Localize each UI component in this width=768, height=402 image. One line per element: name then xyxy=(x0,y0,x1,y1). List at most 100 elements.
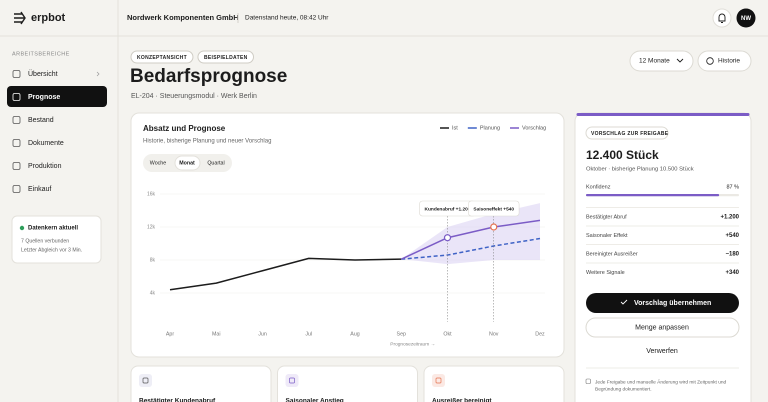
insight-cards: Bestätigter Kundenabruf Saisonaler Anstie… xyxy=(130,365,565,402)
check-icon xyxy=(620,299,628,305)
avatar-initials: NW xyxy=(741,16,751,22)
period-label: 12 Monate xyxy=(639,58,670,65)
status-line: 7 Quellen verbunden xyxy=(21,238,69,244)
row-value: +1.200 xyxy=(720,215,739,221)
status-line: Letzter Abgleich vor 3 Min. xyxy=(21,247,82,253)
row-label: Saisonaler Effekt xyxy=(586,233,628,239)
info-icon xyxy=(585,378,591,384)
insight-card xyxy=(423,365,565,402)
tab[interactable]: Monat xyxy=(179,160,195,166)
row-label: Bereinigter Ausreißer xyxy=(586,251,638,257)
accept-label: Vorschlag übernehmen xyxy=(634,300,711,307)
x-tick-label: Jul xyxy=(305,331,312,337)
proposal-note: Oktober · bisherige Planung 10.500 Stück xyxy=(586,167,694,173)
badge-text: BEISPIELDATEN xyxy=(204,55,248,61)
nav-icon xyxy=(12,93,21,101)
nav-item[interactable]: Einkauf xyxy=(28,186,51,193)
y-tick-label: 12k xyxy=(147,224,156,230)
notifications-button[interactable] xyxy=(712,8,732,28)
page-title: Bedarfsprognose xyxy=(130,66,287,87)
reject-button[interactable]: Verwerfen xyxy=(646,348,678,355)
x-tick-label: Okt xyxy=(443,331,452,337)
nav-item[interactable]: Prognose xyxy=(28,94,60,101)
brand: erpbot xyxy=(31,12,66,24)
row-value: +340 xyxy=(725,270,739,276)
nav-item[interactable]: Übersicht xyxy=(28,70,58,78)
x-tick-label: Dez xyxy=(535,331,545,337)
nav-item[interactable]: Bestand xyxy=(28,117,54,124)
x-tick-label: Sep xyxy=(397,331,406,337)
badge xyxy=(130,50,194,64)
proposal-quantity: 12.400 Stück xyxy=(586,148,659,162)
forecast-range xyxy=(401,203,540,265)
proposal-rows: Bestätigter Abruf +1.200 Saisonaler Effekt… xyxy=(586,207,740,276)
history-icon xyxy=(706,57,714,65)
page-subtitle: EL-204 · Steuerungsmodul · Werk Berlin xyxy=(131,93,257,100)
status-dot xyxy=(19,225,25,231)
card-icon xyxy=(285,374,299,387)
card-icon xyxy=(432,374,445,387)
x-tick-label: Nov xyxy=(489,331,499,337)
bell-icon xyxy=(718,13,726,23)
card-glyph xyxy=(142,377,149,384)
confidence-value: 87 % xyxy=(726,184,739,190)
badges: KONZEPTANSICHT BEISPIELDATEN xyxy=(130,50,254,64)
company: Nordwerk Komponenten GmbH xyxy=(127,13,239,22)
row-value: −180 xyxy=(725,252,739,258)
insight-card xyxy=(277,365,418,402)
tab[interactable]: Woche xyxy=(150,160,166,166)
plot: 4k 8k 12k 16k Apr Mai Jun Jul Aug Sep Okt Nov Dez Pro… xyxy=(147,191,545,347)
logo-icon xyxy=(14,11,26,25)
annotation-label: Saisoneffekt +540 xyxy=(473,206,514,212)
sidebar-nav: Übersicht Prognose Bestand Dokumente Produkt… xyxy=(7,70,107,193)
tab-active xyxy=(174,155,201,171)
confidence xyxy=(586,194,720,197)
card-title: Saisonaler Anstieg xyxy=(286,398,344,402)
y-tick-label: 8k xyxy=(150,257,156,263)
proposal-badge-text: VORSCHLAG ZUR FREIGABE xyxy=(591,131,669,137)
x-tick-label: Jun xyxy=(258,331,267,337)
series-line xyxy=(169,257,402,291)
nav-item[interactable]: Produktion xyxy=(28,163,62,170)
card-title: Ausreißer bereinigt xyxy=(432,398,492,402)
legend-label: Planung xyxy=(480,125,500,131)
row-value: +540 xyxy=(725,233,739,239)
card-icon xyxy=(139,374,152,387)
adjust-button[interactable] xyxy=(585,317,740,338)
y-tick-label: 16k xyxy=(147,191,156,197)
tabs: Woche Monat Quartal xyxy=(150,155,225,171)
x-axis-label: Prognosezeitraum → xyxy=(390,341,435,347)
y-tick-label: 4k xyxy=(150,290,156,296)
avatar[interactable] xyxy=(736,8,756,28)
series-line xyxy=(401,237,541,260)
nav-icon xyxy=(12,162,21,170)
history-button[interactable] xyxy=(697,50,752,72)
nav-icon xyxy=(12,70,21,78)
accept-button[interactable] xyxy=(586,293,739,313)
sidebar-section: ARBEITSBEREICHE xyxy=(12,51,70,57)
annotation-marker xyxy=(490,223,498,231)
status-title: Datenkern aktuell xyxy=(28,226,78,232)
x-tick-label: Mai xyxy=(212,331,221,337)
status-card xyxy=(11,215,102,264)
card-title: Bestätigter Kundenabruf xyxy=(139,398,216,402)
nav-active xyxy=(7,86,107,107)
legend-label: Ist xyxy=(452,125,458,131)
row-label: Weitere Signale xyxy=(586,270,625,276)
badge-text: KONZEPTANSICHT xyxy=(137,55,187,61)
proposal-footer: Jede Freigabe und manuelle Änderung wird… xyxy=(595,378,727,385)
chart-subtitle: Historie, bisherige Planung und neuer Vo… xyxy=(143,139,271,145)
confidence-label: Konfidenz xyxy=(586,184,611,190)
tab[interactable]: Quartal xyxy=(207,160,224,166)
nav-icon xyxy=(12,139,21,147)
annotation-marker xyxy=(443,234,452,242)
confidence-bar xyxy=(586,194,720,197)
x-tick-label: Aug xyxy=(350,331,359,337)
insight-card xyxy=(130,365,272,402)
card-glyph xyxy=(289,377,295,384)
nav-item[interactable]: Dokumente xyxy=(28,140,64,147)
period-select[interactable] xyxy=(629,50,694,72)
adjust-label: Menge anpassen xyxy=(635,324,689,331)
badge xyxy=(197,50,254,64)
